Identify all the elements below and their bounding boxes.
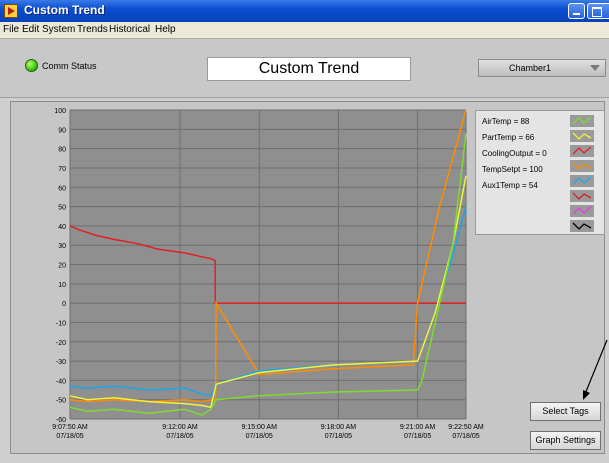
y-tick-label: 50 — [58, 205, 66, 212]
chart-legend: AirTemp = 88 PartTemp = 66 CoolingOutput… — [475, 110, 605, 235]
legend-entry-parttemp: PartTemp = 66 — [482, 133, 535, 142]
y-tick-label: -40 — [56, 378, 66, 385]
x-tick-time: 9:21:00 AM — [400, 424, 436, 431]
y-tick-label: 40 — [58, 224, 66, 231]
legend-swatch-line — [572, 146, 592, 155]
menu-file[interactable]: File — [3, 24, 20, 35]
comm-status-led-icon — [25, 59, 38, 72]
x-tick-date: 07/18/05 — [404, 433, 431, 440]
y-tick-label: 60 — [58, 185, 66, 192]
legend-swatch-line — [572, 222, 592, 230]
legend-swatches — [570, 115, 594, 232]
x-tick-time: 9:12:00 AM — [162, 424, 198, 431]
y-tick-label: 10 — [58, 282, 66, 289]
legend-swatch-line — [572, 206, 592, 215]
minimize-button[interactable] — [568, 3, 585, 19]
x-axis-ticks: 9:07:50 AM 07/18/05 9:12:00 AM 07/18/05 9:15… — [52, 424, 484, 440]
page-title-box: Custom Trend — [207, 57, 411, 81]
x-tick-time: 9:22:50 AM — [448, 424, 484, 431]
series-line-parttemp — [69, 175, 467, 409]
x-tick-time: 9:15:00 AM — [241, 424, 277, 431]
y-tick-label: 20 — [58, 263, 66, 270]
y-tick-label: -10 — [56, 320, 66, 327]
maximize-button[interactable] — [587, 3, 609, 19]
legend-swatch-line — [572, 192, 592, 200]
menu-help[interactable]: Help — [155, 24, 176, 35]
y-tick-label: -60 — [56, 417, 66, 424]
legend-entry-tempsetpt: TempSetpt = 100 — [482, 165, 543, 174]
y-tick-label: -50 — [56, 398, 66, 405]
y-tick-label: 90 — [58, 127, 66, 134]
chamber-select[interactable]: Chamber1 — [478, 59, 606, 77]
legend-swatch-line — [572, 176, 592, 185]
series-line-airtemp — [69, 133, 467, 416]
chamber-select-value: Chamber1 — [509, 63, 552, 73]
menu-historical[interactable]: Historical — [109, 24, 151, 35]
legend-entry-coolingoutput: CoolingOutput = 0 — [482, 149, 547, 158]
chart-series — [69, 109, 467, 416]
x-tick-time: 9:07:50 AM — [52, 424, 88, 431]
app-icon — [4, 4, 18, 18]
y-tick-label: 0 — [62, 301, 66, 308]
graph-settings-button[interactable]: Graph Settings — [530, 431, 601, 450]
menu-trends[interactable]: Trends — [77, 24, 108, 35]
menu-bar: File Edit System Trends Historical Help — [0, 22, 609, 39]
y-tick-label: 30 — [58, 243, 66, 250]
header-panel: Comm Status Custom Trend Chamber1 — [0, 39, 609, 97]
x-tick-time: 9:18:00 AM — [321, 424, 357, 431]
menu-system[interactable]: System — [42, 24, 76, 35]
x-tick-date: 07/18/05 — [452, 433, 479, 440]
x-tick-date: 07/18/05 — [166, 433, 193, 440]
window-title-bar: Custom Trend — [0, 0, 609, 22]
chart-grid — [69, 109, 467, 420]
menu-edit[interactable]: Edit — [22, 24, 40, 35]
legend-entry-airtemp: AirTemp = 88 — [482, 117, 530, 126]
y-tick-label: -20 — [56, 340, 66, 347]
x-tick-date: 07/18/05 — [56, 433, 83, 440]
y-tick-label: 70 — [58, 166, 66, 173]
y-tick-label: 100 — [54, 108, 66, 115]
x-tick-date: 07/18/05 — [325, 433, 352, 440]
y-tick-label: 80 — [58, 147, 66, 154]
series-line-coolingoutput — [69, 225, 466, 304]
comm-status-label: Comm Status — [42, 61, 97, 71]
x-tick-date: 07/18/05 — [246, 433, 273, 440]
page-title: Custom Trend — [258, 60, 360, 77]
legend-swatch-line — [572, 162, 592, 170]
window-title: Custom Trend — [24, 3, 105, 17]
legend-swatch-line — [572, 116, 592, 125]
y-tick-label: -30 — [56, 359, 66, 366]
chevron-down-icon[interactable] — [590, 65, 600, 71]
legend-swatch-line — [572, 132, 592, 140]
legend-entry-aux1temp: Aux1Temp = 54 — [482, 181, 538, 190]
select-tags-button[interactable]: Select Tags — [530, 402, 601, 421]
